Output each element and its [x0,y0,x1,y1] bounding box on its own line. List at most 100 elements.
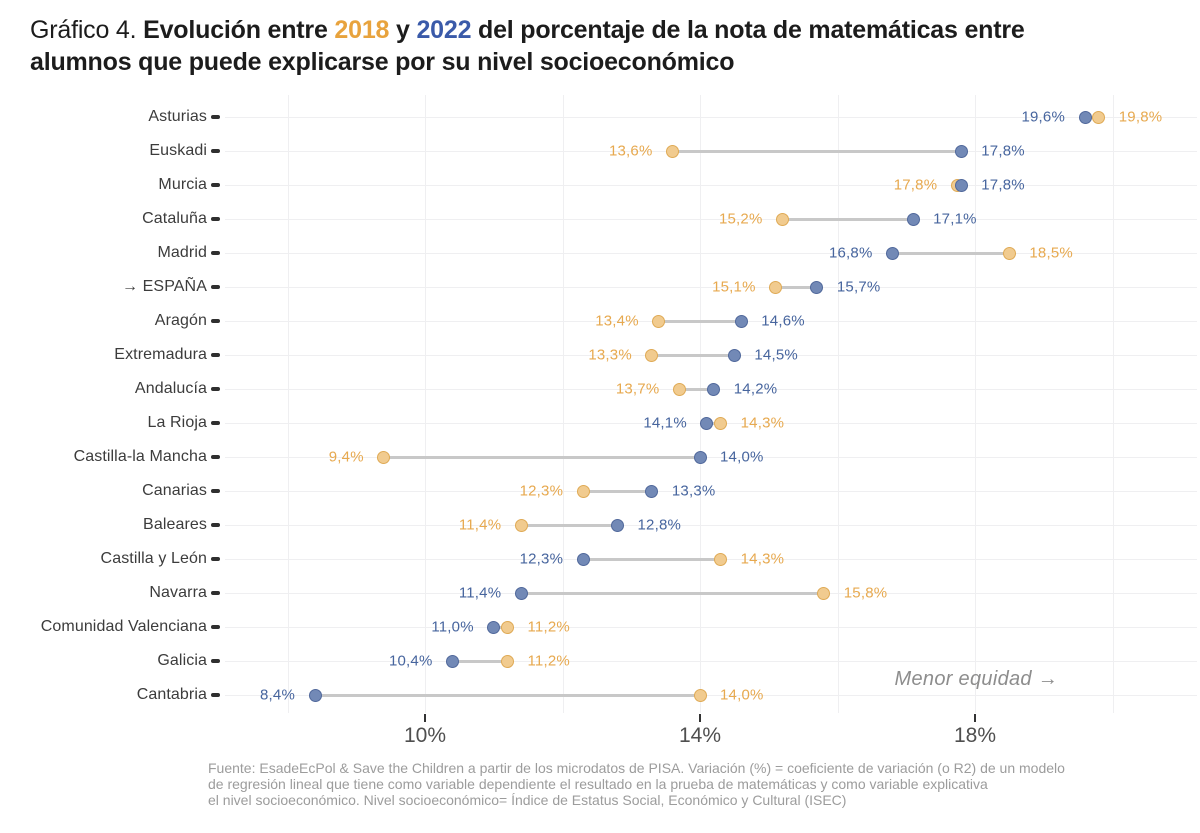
gridline-horizontal [225,253,1197,254]
gridline-vertical [837,95,839,713]
dot-2018 [769,280,783,294]
dot-2022 [906,212,920,226]
title-prefix: Gráfico 4. [30,16,144,44]
dot-2022 [727,348,741,362]
connector-line [775,285,817,289]
connector-line [452,659,508,663]
value-label-2018: 17,8% [893,176,938,194]
gridline-vertical [425,95,426,713]
dot-2022 [576,552,590,566]
category-tick-icon [211,659,220,663]
source-note: Fuente: EsadeEcPol & Save the Children a… [208,760,1200,808]
dot-2022 [707,382,721,396]
connector-line [521,523,618,527]
gridline-horizontal [225,287,1197,288]
category-label: Madrid [157,244,207,261]
source-note-line2: de regresión lineal que tiene como varia… [208,776,988,792]
chart-title-line2: alumnos que puede explicarse por su nive… [30,48,735,76]
value-label-2018: 14,3% [740,414,785,432]
value-label-2018: 14,0% [720,686,764,704]
category-tick-icon [211,421,220,425]
dot-2018 [501,654,514,668]
connector-line [521,591,824,595]
source-note-line3: el nivel socioeconómico. Nivel socioecon… [208,792,847,808]
connector-line [583,557,721,561]
dot-2022 [514,586,528,600]
dot-2022 [954,144,968,158]
connector-line [782,217,914,221]
annotation-menor-equidad: Menor equidad → [894,668,1058,690]
dot-2022 [645,484,659,498]
dot-2018 [1002,246,1016,260]
connector-line [1085,115,1099,119]
gridline-horizontal [225,525,1197,526]
x-axis-tick [974,714,976,722]
value-label-2022: 14,6% [761,312,805,330]
value-label-2018: 13,7% [615,380,660,398]
dot-2022 [446,654,459,668]
category-tick-icon [211,115,220,119]
gridline-vertical [562,95,564,713]
x-axis-tick [424,714,426,722]
dot-2018 [714,416,728,430]
gridline-horizontal [225,219,1197,220]
x-axis-tick-label: 14% [678,724,722,747]
chart-title: Gráfico 4. Evolución entre 2018 y 2022 d… [30,14,1200,78]
gridline-vertical [287,95,289,713]
value-label-2022: 13,3% [671,482,716,500]
category-label: La Rioja [147,414,207,431]
title-conjunction: y [389,16,417,44]
category-label: Navarra [149,584,207,601]
value-label-2018: 11,4% [458,516,502,534]
title-year-2022: 2022 [416,16,472,44]
connector-line [892,251,1010,255]
dot-2022 [700,416,714,430]
value-label-2018: 9,4% [328,448,364,466]
value-label-2018: 14,3% [740,550,785,568]
gridline-horizontal [225,457,1197,458]
category-tick-icon [211,319,220,323]
category-tick-icon [211,523,220,527]
category-label: Castilla-la Mancha [73,448,207,465]
connector-line [706,421,721,425]
value-label-2022: 14,1% [643,414,687,432]
category-tick-icon [211,455,220,459]
value-label-2018: 19,8% [1118,108,1163,126]
chart-title-line1: Gráfico 4. Evolución entre 2018 y 2022 d… [30,14,1200,46]
value-label-2018: 18,5% [1029,244,1073,262]
value-label-2022: 15,7% [836,278,881,296]
dot-2018 [377,450,391,464]
x-axis-tick [699,714,701,722]
category-label: Galicia [157,652,207,669]
connector-line [651,353,735,357]
category-label: Baleares [143,516,207,533]
value-label-2018: 15,1% [712,278,756,296]
connector-line [583,489,652,493]
connector-line [493,625,508,629]
title-part1: Evolución entre [143,16,335,44]
connector-line [672,149,962,153]
category-label: Murcia [158,176,207,193]
dot-2022 [693,450,707,464]
category-tick-icon [211,149,220,153]
category-label: Cataluña [142,210,207,227]
value-label-2018: 12,3% [519,482,564,500]
category-tick-icon [211,625,220,629]
category-label: Euskadi [149,142,207,159]
value-label-2022: 14,2% [733,380,778,398]
value-label-2018: 11,2% [527,618,570,636]
source-note-line1: Fuente: EsadeEcPol & Save the Children a… [208,760,1065,776]
category-label: → ESPAÑA [122,278,207,295]
dot-2018 [576,484,590,498]
dot-2018 [776,212,789,226]
value-label-2022: 8,4% [260,686,295,704]
dot-2022 [1078,110,1092,124]
dot-2018 [693,688,707,702]
category-label: Andalucía [134,380,207,397]
title-part2: del porcentaje de la nota de matemáticas… [471,16,1025,44]
title-year-2018: 2018 [334,16,390,44]
value-label-2018: 13,3% [588,346,632,364]
value-label-2022: 19,6% [1021,108,1065,126]
